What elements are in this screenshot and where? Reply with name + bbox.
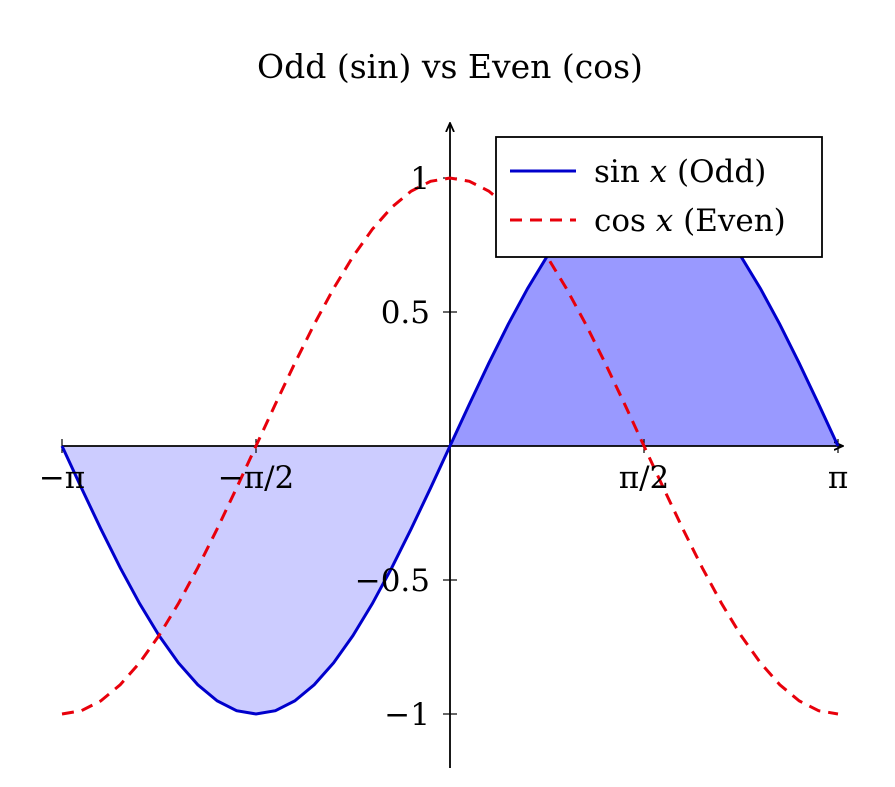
y-tick-label: 1 [410,161,430,197]
x-tick-label: −π/2 [218,460,295,496]
area-fill-negative [62,446,450,714]
area-fills [62,178,838,714]
cos-line [61,176,839,716]
x-tick-label: π/2 [619,460,670,496]
legend-box [495,136,823,258]
tick-labels: −π −π/2 π/2 π 1 0.5 −0.5 −1 [39,161,848,733]
area-fill-positive [450,178,838,446]
legend-label: cos x (Even) [594,203,786,239]
x-tick-label: π [828,460,848,496]
y-tick-label: −1 [384,697,430,733]
legend: sin x (Odd) cos x (Even) [495,136,823,258]
legend-label: sin x (Odd) [594,154,766,190]
x-tick-label: −π [39,460,85,496]
y-tick-label: 0.5 [381,295,430,331]
y-tick-label: −0.5 [355,563,430,599]
chart-title: Odd (sin) vs Even (cos) [257,47,643,86]
